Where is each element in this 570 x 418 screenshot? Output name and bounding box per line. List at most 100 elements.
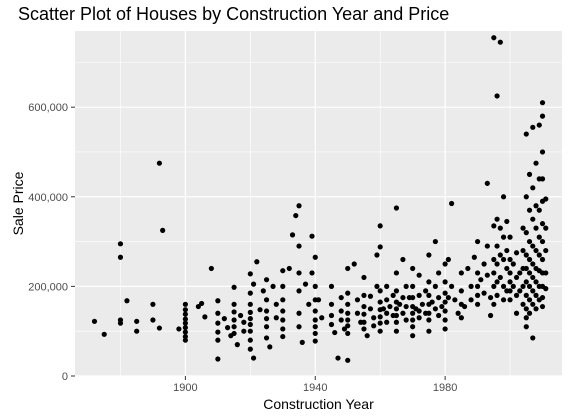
data-point — [393, 306, 400, 312]
data-point — [237, 312, 244, 319]
data-point — [442, 261, 448, 267]
data-point — [526, 270, 533, 276]
data-point — [312, 338, 318, 344]
data-point — [484, 180, 490, 186]
data-point — [494, 261, 500, 267]
data-point — [241, 328, 247, 334]
data-point — [526, 256, 533, 263]
data-points — [91, 35, 549, 363]
data-point — [533, 279, 539, 285]
data-point — [374, 283, 380, 289]
data-point — [345, 265, 351, 272]
data-point — [338, 308, 344, 314]
data-point — [530, 261, 536, 267]
data-point — [234, 342, 240, 348]
data-point — [377, 223, 383, 229]
data-point — [364, 333, 370, 339]
data-point — [520, 283, 526, 289]
data-point — [533, 225, 539, 231]
data-point — [500, 194, 507, 200]
data-point — [523, 194, 529, 200]
data-point — [497, 225, 503, 231]
data-point — [410, 333, 416, 339]
data-point — [507, 234, 513, 240]
data-point — [361, 292, 367, 298]
data-point — [432, 238, 438, 245]
data-point — [513, 250, 520, 256]
data-point — [231, 324, 237, 330]
data-point — [487, 294, 494, 301]
data-point — [410, 294, 416, 301]
data-point — [309, 233, 315, 239]
data-point — [280, 283, 286, 289]
data-point — [387, 303, 393, 310]
data-point — [338, 294, 344, 301]
data-point — [247, 346, 253, 352]
data-point — [101, 331, 107, 337]
data-point — [150, 301, 156, 307]
data-point — [345, 323, 351, 329]
data-point — [351, 261, 357, 267]
data-point — [507, 279, 513, 285]
data-point — [491, 35, 497, 41]
data-point — [426, 279, 432, 285]
data-point — [410, 310, 416, 316]
data-point — [452, 297, 458, 303]
data-point — [367, 293, 374, 299]
data-point — [393, 312, 400, 319]
data-point — [345, 310, 351, 316]
y-axis-title: Sale Price — [10, 171, 26, 235]
data-point — [91, 318, 98, 324]
data-point — [523, 279, 529, 285]
data-point — [442, 326, 448, 332]
data-point — [332, 329, 338, 336]
data-point — [377, 299, 383, 305]
data-point — [523, 306, 529, 312]
data-point — [471, 254, 477, 260]
data-point — [231, 284, 237, 290]
data-point — [299, 339, 305, 345]
data-point — [280, 268, 286, 274]
data-point — [393, 319, 400, 325]
x-tick-label: 1940 — [303, 382, 327, 394]
data-point — [500, 283, 507, 289]
data-point — [530, 301, 536, 307]
data-point — [543, 225, 549, 231]
data-point — [520, 301, 526, 307]
data-point — [224, 325, 231, 331]
data-point — [458, 288, 464, 294]
data-point — [481, 261, 487, 267]
data-point — [543, 270, 549, 276]
data-point — [247, 337, 253, 343]
data-point — [247, 290, 253, 296]
data-point — [458, 315, 464, 321]
data-point — [134, 318, 140, 324]
data-point — [533, 292, 539, 298]
data-point — [182, 316, 188, 322]
data-point — [367, 306, 374, 312]
data-point — [494, 93, 500, 99]
data-point — [117, 254, 124, 260]
data-point — [539, 238, 546, 245]
plot-panel-background — [75, 31, 562, 376]
data-point — [263, 316, 270, 322]
data-point — [400, 294, 406, 301]
data-point — [215, 298, 221, 304]
data-point — [445, 256, 451, 263]
data-point — [280, 317, 286, 323]
data-point — [296, 310, 302, 316]
data-point — [510, 283, 516, 289]
data-point — [491, 283, 497, 289]
data-point — [403, 317, 409, 323]
data-point — [491, 301, 497, 307]
data-point — [530, 335, 536, 341]
data-point — [491, 223, 497, 229]
data-point — [526, 207, 533, 213]
data-point — [302, 281, 309, 287]
data-point — [539, 221, 546, 227]
data-point — [341, 326, 348, 332]
data-point — [328, 312, 335, 319]
data-point — [354, 297, 361, 303]
data-point — [526, 310, 533, 316]
